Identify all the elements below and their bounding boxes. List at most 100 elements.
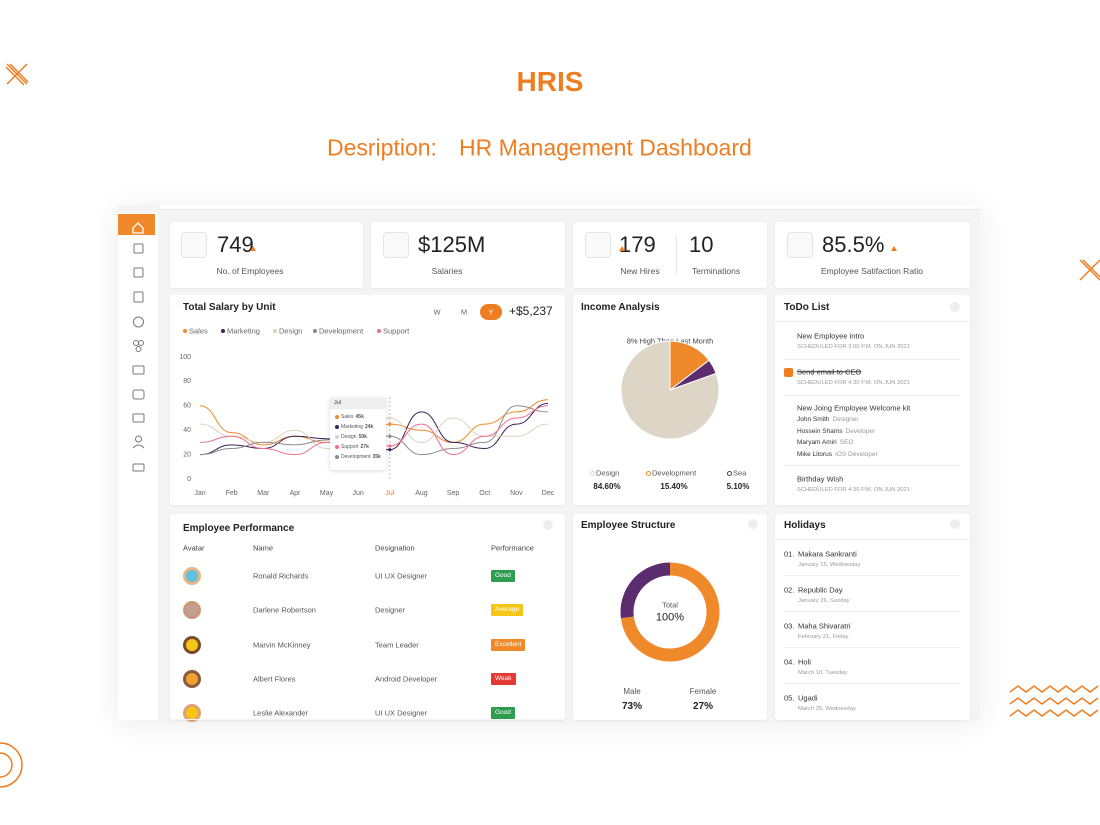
divider [784, 395, 960, 396]
performance-badge: Excellent [491, 638, 526, 651]
tooltip-row: Marketing 24k [341, 423, 373, 431]
value-label: 73% [621, 701, 643, 712]
hover-point [388, 448, 392, 452]
divider [784, 683, 960, 684]
employee-name: Albert Flores [253, 674, 296, 684]
stat-icon [585, 232, 611, 258]
chart-title: Income Analysis [581, 302, 660, 313]
employee-name: Ronald Richards [253, 571, 309, 581]
top-bar [160, 205, 980, 210]
legend-dot [313, 329, 317, 333]
divider [775, 539, 970, 540]
holiday-name: Holi [798, 657, 811, 667]
card [775, 514, 970, 720]
stat-divider [676, 236, 677, 274]
holiday-date: January 15, Wednesday [798, 562, 861, 569]
trend-up [619, 246, 625, 251]
person-role: Designer [832, 415, 859, 423]
person-role: SEO [839, 438, 854, 446]
avatar [183, 567, 201, 585]
table-fade [170, 719, 565, 720]
employee-designation: Android Developer [375, 674, 438, 684]
stat-value: 10 [689, 232, 714, 257]
tooltip-dot [335, 435, 339, 439]
more-button[interactable] [950, 519, 960, 529]
y-tick-label: 40 [183, 427, 191, 434]
tooltip-value: 50k [358, 434, 367, 440]
legend-dot [273, 329, 277, 333]
toggle-active[interactable] [480, 304, 502, 320]
table-header: Performance [491, 543, 534, 553]
holiday-number: 04. [784, 657, 795, 667]
tooltip-name: Support [341, 444, 359, 450]
page-title: HRIS [516, 66, 584, 97]
more-button[interactable] [748, 519, 758, 529]
performance-badge: Good [491, 707, 515, 720]
x-tick-label: Oct [479, 490, 490, 497]
stat-label: Salaries [431, 265, 463, 276]
legend-label: Female [689, 687, 717, 696]
holiday-number: 01. [784, 549, 795, 559]
stat-icon [787, 232, 813, 258]
todo-person: Mike Litorus IOS Developer [797, 451, 878, 458]
divider [784, 575, 960, 576]
legend-label: Male [623, 687, 641, 696]
legend-dot [183, 329, 187, 333]
holiday-name: Makara Sankranti [798, 549, 857, 559]
y-tick-label: 60 [183, 403, 191, 410]
trend-up [250, 246, 256, 251]
stat-label: Employee Satifaction Ratio [820, 265, 924, 276]
legend-dot [590, 471, 595, 476]
y-tick-label: 0 [187, 476, 191, 483]
stat-value: $125M [418, 232, 486, 257]
hover-point [388, 434, 392, 438]
tooltip-value: 45k [355, 414, 364, 420]
avatar [183, 635, 201, 654]
tooltip-row: Development 35k [341, 453, 381, 461]
more-button[interactable] [950, 302, 960, 312]
employee-name: Darlene Robertson [253, 605, 316, 615]
card-title: ToDo List [784, 302, 830, 313]
avatar [183, 669, 201, 688]
description-label: Desription: [327, 134, 437, 161]
card [170, 514, 565, 720]
x-tick-label: May [320, 490, 334, 497]
hover-point [388, 444, 392, 448]
tooltip-row: Design 50k [341, 433, 367, 441]
donut-center-value: 100% [655, 611, 685, 624]
todo-title: New Joing Employee Welcome kit [797, 403, 911, 413]
employee-name: Leslie Alexander [253, 708, 309, 718]
toggle: M [460, 307, 468, 317]
value-label: 84.60% [593, 482, 621, 491]
employee-designation: Designer [375, 605, 406, 615]
divider [784, 611, 960, 612]
y-tick-label: 80 [183, 378, 191, 385]
performance-badge: Average [491, 604, 524, 617]
todo-title: Send email to CEO [797, 367, 862, 377]
x-tick-label: Jun [353, 490, 364, 497]
donut-segment [620, 562, 720, 662]
tooltip-value: 35k [372, 454, 381, 460]
person-name: Maryam Amiri [797, 438, 837, 446]
sidebar [118, 213, 158, 720]
more-button[interactable] [543, 520, 553, 530]
toggle: W [433, 307, 441, 317]
todo-title: New Employee intro [797, 331, 865, 341]
stat-icon [383, 232, 409, 258]
employee-name: Marvin McKinney [253, 639, 311, 649]
employee-designation: UI UX Designer [375, 571, 428, 581]
card-title: Holidays [784, 520, 826, 531]
todo-person: John Smith Designer [797, 415, 859, 424]
x-tick-label: Jan [194, 490, 205, 497]
description: HR Management Dashboard [459, 134, 752, 161]
tooltip-name: Sales [341, 414, 354, 420]
hover-point [388, 416, 392, 420]
tooltip-value: 24k [364, 424, 374, 430]
tooltip: Jul Sales 45k Marketing 24k Design 50k Support 2… [330, 398, 386, 470]
divider [784, 647, 960, 648]
divider [784, 359, 960, 360]
checkbox-checked[interactable] [784, 368, 793, 377]
holiday-date: January 26, Sunday [798, 598, 850, 605]
x-tick-label: Sep [447, 490, 460, 497]
